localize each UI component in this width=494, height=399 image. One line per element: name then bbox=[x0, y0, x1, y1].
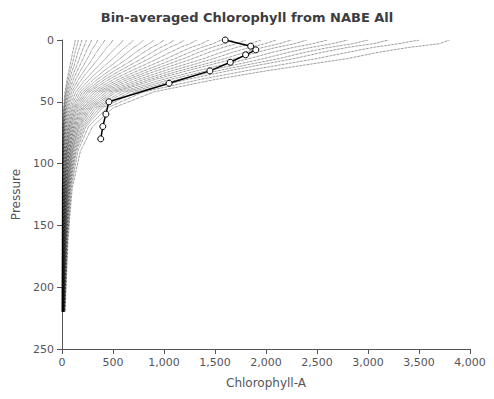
svg-text:3,000: 3,000 bbox=[352, 356, 384, 369]
svg-text:4,000: 4,000 bbox=[454, 356, 486, 369]
svg-text:Pressure: Pressure bbox=[9, 169, 23, 220]
svg-text:2,500: 2,500 bbox=[301, 356, 333, 369]
svg-text:150: 150 bbox=[33, 219, 54, 232]
svg-text:0: 0 bbox=[47, 34, 54, 47]
svg-text:1,500: 1,500 bbox=[199, 356, 231, 369]
svg-text:2,000: 2,000 bbox=[250, 356, 282, 369]
svg-text:100: 100 bbox=[33, 157, 54, 170]
svg-text:0: 0 bbox=[59, 356, 66, 369]
svg-text:500: 500 bbox=[103, 356, 124, 369]
svg-text:1,000: 1,000 bbox=[148, 356, 180, 369]
svg-text:Chlorophyll-A: Chlorophyll-A bbox=[226, 376, 307, 390]
svg-text:200: 200 bbox=[33, 281, 54, 294]
svg-text:250: 250 bbox=[33, 343, 54, 356]
svg-text:50: 50 bbox=[40, 95, 54, 108]
svg-text:Bin-averaged Chlorophyll from: Bin-averaged Chlorophyll from NABE All bbox=[101, 10, 394, 25]
svg-text:3,500: 3,500 bbox=[403, 356, 435, 369]
